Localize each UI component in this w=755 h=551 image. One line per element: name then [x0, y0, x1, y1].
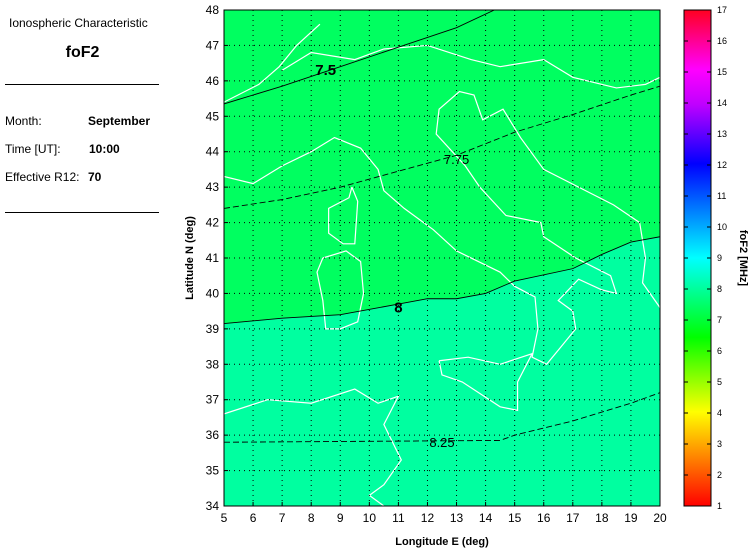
x-tick-label: 17	[566, 511, 580, 525]
y-tick-label: 48	[206, 3, 220, 17]
contour-line-7.75	[224, 85, 660, 209]
y-tick-label: 36	[206, 428, 220, 442]
time-label: Time [UT]:	[5, 142, 61, 156]
x-tick-label: 7	[279, 511, 286, 525]
x-tick-label: 15	[508, 511, 522, 525]
y-tick-label: 34	[206, 499, 220, 513]
colorbar-tick-label: 12	[717, 160, 727, 170]
month-value: September	[88, 114, 151, 128]
x-tick-label: 8	[308, 511, 315, 525]
contour-line-7.5	[224, 10, 495, 105]
y-tick-label: 39	[206, 322, 220, 336]
colorbar-tick-label: 2	[717, 470, 722, 480]
colorbar-tick-label: 5	[717, 377, 722, 387]
colorbar-tick-label: 7	[717, 315, 722, 325]
coastline	[224, 388, 403, 506]
coastline	[316, 250, 365, 330]
coastline	[543, 59, 660, 89]
y-tick-label: 42	[206, 216, 220, 230]
month-label: Month:	[5, 114, 42, 128]
colorbar-tick-label: 1	[717, 501, 722, 511]
coastline	[224, 90, 660, 366]
x-tick-label: 9	[337, 511, 344, 525]
contour-label: 8.25	[429, 435, 454, 450]
time-value: 10:00	[89, 142, 120, 156]
contour-label: 7.75	[444, 152, 469, 167]
r12-value: 70	[88, 170, 102, 184]
colorbar-tick-label: 15	[717, 67, 727, 77]
y-tick-label: 37	[206, 393, 220, 407]
x-tick-label: 10	[363, 511, 377, 525]
y-tick-label: 44	[206, 145, 220, 159]
colorbar-tick-label: 17	[717, 5, 727, 15]
contour-label: 7.5	[315, 62, 336, 79]
contour-line-8.25	[224, 392, 660, 443]
colorbar-label: foF2 [MHz]	[737, 230, 749, 287]
colorbar-tick-label: 16	[717, 36, 727, 46]
colorbar	[683, 9, 712, 507]
contour-label: 8	[394, 300, 402, 317]
colorbar-tick-label: 11	[717, 191, 726, 201]
x-axis-label: Longitude E (deg)	[395, 536, 489, 548]
divider	[5, 84, 159, 85]
colorbar-tick-label: 4	[717, 408, 722, 418]
fill-region-above-8	[224, 236, 660, 506]
x-tick-label: 5	[221, 511, 228, 525]
x-tick-label: 11	[392, 511, 405, 525]
y-tick-label: 35	[206, 464, 220, 478]
colorbar-tick-label: 3	[717, 439, 722, 449]
x-tick-label: 18	[595, 511, 609, 525]
colorbar-tick-label: 9	[717, 253, 722, 263]
x-tick-label: 14	[479, 511, 493, 525]
x-tick-label: 6	[250, 511, 257, 525]
divider	[5, 212, 159, 213]
y-tick-label: 38	[206, 357, 220, 371]
y-tick-label: 47	[206, 38, 220, 52]
coastline	[281, 44, 544, 71]
x-tick-label: 20	[653, 511, 667, 525]
y-tick-label: 41	[206, 251, 220, 265]
y-tick-label: 40	[206, 286, 220, 300]
characteristic-title: foF2	[65, 44, 100, 61]
contour-line-8	[224, 236, 660, 324]
colorbar-tick-label: 8	[717, 284, 722, 294]
coastline	[328, 186, 359, 245]
colorbar-tick-label: 10	[717, 222, 727, 232]
y-tick-label: 43	[206, 180, 220, 194]
coastline	[224, 23, 321, 103]
x-tick-label: 12	[421, 511, 435, 525]
x-tick-label: 13	[450, 511, 464, 525]
colorbar-tick-label: 14	[717, 98, 727, 108]
y-tick-label: 46	[206, 74, 220, 88]
y-axis-label: Latitude N (deg)	[184, 216, 196, 300]
x-tick-label: 16	[537, 511, 551, 525]
panel-heading: Ionospheric Characteristic	[9, 16, 148, 30]
x-tick-label: 19	[624, 511, 638, 525]
colorbar-tick-label: 6	[717, 346, 722, 356]
y-tick-label: 45	[206, 109, 220, 123]
colorbar-tick-label: 13	[717, 129, 727, 139]
coastline	[438, 352, 534, 412]
r12-label: Effective R12:	[5, 170, 80, 184]
